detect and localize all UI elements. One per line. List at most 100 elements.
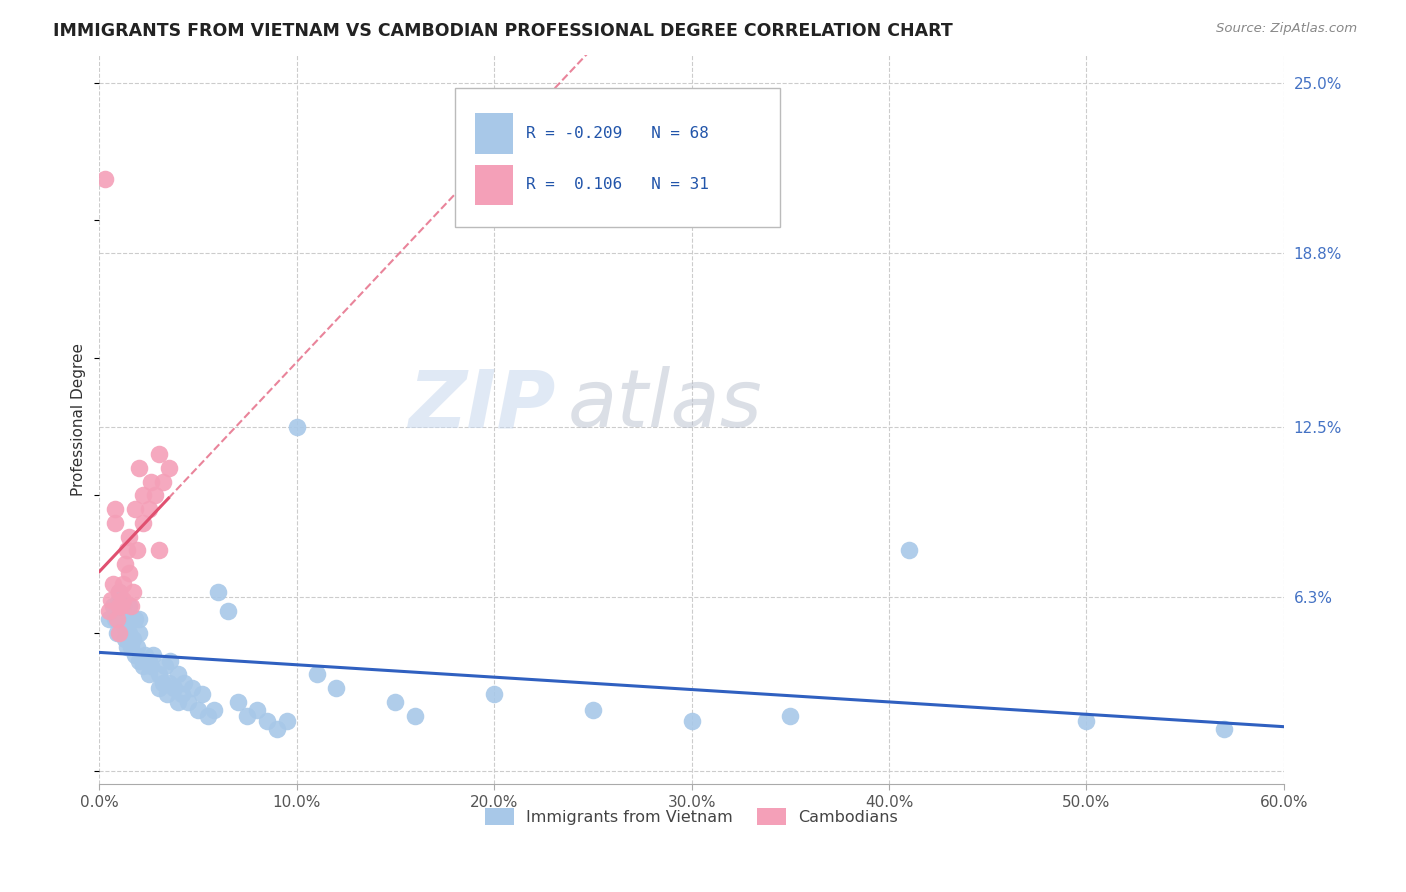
FancyBboxPatch shape bbox=[454, 88, 780, 227]
Point bbox=[202, 703, 225, 717]
Point bbox=[98, 612, 121, 626]
Point bbox=[779, 708, 801, 723]
Legend: Immigrants from Vietnam, Cambodians: Immigrants from Vietnam, Cambodians bbox=[478, 802, 904, 831]
Point bbox=[98, 604, 121, 618]
Point bbox=[139, 475, 162, 489]
Point bbox=[125, 640, 148, 654]
Point bbox=[132, 488, 155, 502]
Point bbox=[115, 640, 138, 654]
Point bbox=[118, 566, 141, 580]
Point bbox=[181, 681, 204, 695]
Point bbox=[112, 599, 135, 613]
Point bbox=[118, 530, 141, 544]
Point bbox=[325, 681, 347, 695]
Point bbox=[105, 612, 128, 626]
Point bbox=[103, 576, 125, 591]
Point bbox=[226, 695, 249, 709]
Point bbox=[118, 599, 141, 613]
Point bbox=[134, 648, 156, 662]
Point bbox=[100, 593, 122, 607]
Point bbox=[384, 695, 406, 709]
Point bbox=[148, 681, 170, 695]
Point bbox=[159, 654, 181, 668]
Point bbox=[187, 703, 209, 717]
Point bbox=[152, 675, 174, 690]
Point bbox=[132, 516, 155, 530]
Point bbox=[128, 612, 150, 626]
Point bbox=[125, 543, 148, 558]
Point bbox=[173, 675, 195, 690]
Point bbox=[112, 612, 135, 626]
Point bbox=[157, 675, 180, 690]
Point bbox=[132, 659, 155, 673]
Point bbox=[155, 687, 177, 701]
Point bbox=[148, 667, 170, 681]
Point bbox=[207, 584, 229, 599]
Point bbox=[163, 681, 186, 695]
Point bbox=[152, 475, 174, 489]
Point bbox=[681, 714, 703, 728]
Point bbox=[148, 447, 170, 461]
Point bbox=[94, 172, 117, 186]
Point bbox=[108, 599, 131, 613]
Point bbox=[276, 714, 298, 728]
Point bbox=[256, 714, 278, 728]
Point bbox=[104, 502, 127, 516]
Text: atlas: atlas bbox=[567, 367, 762, 444]
Point bbox=[122, 632, 145, 646]
Point bbox=[108, 584, 131, 599]
Point bbox=[148, 543, 170, 558]
Point bbox=[172, 687, 194, 701]
Point bbox=[128, 654, 150, 668]
Point bbox=[110, 599, 132, 613]
Point bbox=[1213, 723, 1236, 737]
Text: Source: ZipAtlas.com: Source: ZipAtlas.com bbox=[1216, 22, 1357, 36]
Point bbox=[138, 654, 160, 668]
Point bbox=[266, 723, 288, 737]
Point bbox=[104, 516, 127, 530]
Point bbox=[105, 626, 128, 640]
Point bbox=[157, 461, 180, 475]
Point bbox=[305, 667, 328, 681]
Point bbox=[167, 695, 190, 709]
Point bbox=[167, 667, 190, 681]
Point bbox=[139, 659, 162, 673]
Y-axis label: Professional Degree: Professional Degree bbox=[72, 343, 86, 496]
Point bbox=[114, 632, 136, 646]
Point bbox=[120, 599, 142, 613]
Point bbox=[108, 593, 131, 607]
Point bbox=[112, 576, 135, 591]
Point bbox=[197, 708, 219, 723]
Text: R =  0.106   N = 31: R = 0.106 N = 31 bbox=[526, 178, 709, 193]
Point bbox=[128, 461, 150, 475]
Point bbox=[124, 502, 146, 516]
Point bbox=[246, 703, 269, 717]
Point bbox=[1076, 714, 1098, 728]
FancyBboxPatch shape bbox=[475, 113, 513, 153]
Point bbox=[114, 558, 136, 572]
Point bbox=[404, 708, 426, 723]
Point bbox=[108, 584, 131, 599]
Point bbox=[108, 626, 131, 640]
Point bbox=[103, 599, 125, 613]
Point bbox=[138, 502, 160, 516]
Point bbox=[177, 695, 200, 709]
Point bbox=[217, 604, 239, 618]
Point bbox=[112, 593, 135, 607]
Point bbox=[153, 659, 176, 673]
Point bbox=[142, 648, 165, 662]
Point bbox=[118, 612, 141, 626]
Point bbox=[104, 612, 127, 626]
Point bbox=[236, 708, 259, 723]
Point bbox=[124, 612, 146, 626]
Point bbox=[122, 584, 145, 599]
Point bbox=[120, 640, 142, 654]
Point bbox=[143, 488, 166, 502]
Point bbox=[128, 626, 150, 640]
Text: ZIP: ZIP bbox=[408, 367, 555, 444]
Point bbox=[114, 621, 136, 635]
Text: R = -0.209   N = 68: R = -0.209 N = 68 bbox=[526, 127, 709, 142]
Point bbox=[138, 667, 160, 681]
Point bbox=[482, 687, 505, 701]
Point bbox=[285, 419, 308, 434]
